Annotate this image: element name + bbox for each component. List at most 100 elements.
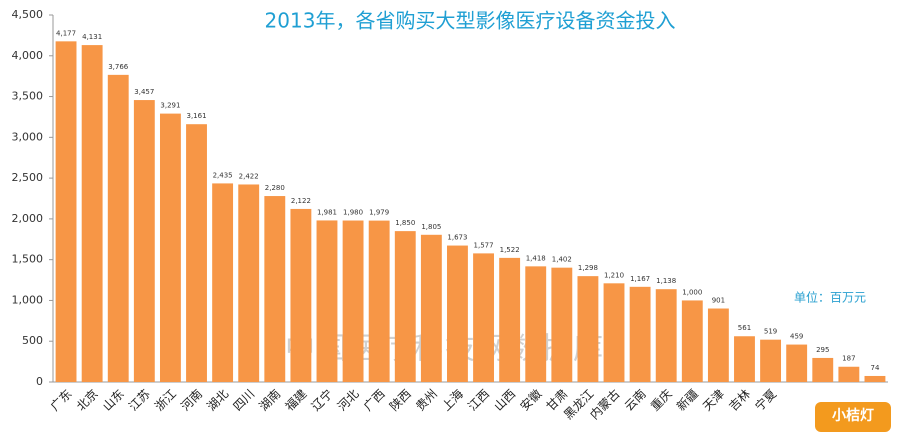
value-label: 3,766 [108,63,129,71]
bar [264,196,286,382]
bar [186,124,207,383]
x-tick-label: 陕西 [386,386,414,414]
bar [603,283,625,382]
bar [159,113,181,382]
unit-note: 单位：百万元 [794,290,866,305]
value-label: 1,577 [474,241,494,249]
watermark: 中国医疗科技网数据库 [285,332,605,367]
bar [734,336,755,382]
logo-box [815,402,891,432]
value-label: 1,167 [630,275,650,283]
y-tick-label: 1,000 [12,293,44,306]
y-tick-label: 500 [22,334,43,347]
x-tick-label: 河北 [335,387,362,414]
bar [499,257,521,382]
bar [525,266,547,382]
x-tick-label: 山西 [491,387,518,414]
bar [551,267,573,382]
chart-title: 2013年，各省购买大型影像医疗设备资金投入 [265,9,676,33]
value-label: 2,122 [291,197,311,205]
value-label: 1,979 [369,209,389,217]
value-label: 1,298 [578,264,598,272]
value-label: 561 [738,324,751,332]
value-label: 1,418 [526,254,546,262]
y-tick-label: 3,500 [12,90,44,103]
x-tick-label: 广西 [361,387,388,414]
value-label: 1,980 [343,209,363,217]
x-tick-label: 重庆 [648,387,675,414]
x-tick-label: 江苏 [126,387,153,414]
x-tick-label: 安徽 [517,386,545,414]
y-tick-label: 0 [36,375,43,388]
bar [368,220,390,382]
value-label: 1,000 [682,288,702,296]
bar [290,208,312,382]
value-label: 1,210 [604,271,624,279]
value-label: 3,291 [160,102,180,110]
value-label: 519 [764,328,777,336]
bar [447,245,468,382]
value-label: 2,422 [239,172,259,180]
bar [838,366,860,382]
value-label: 1,138 [656,277,676,285]
bar [864,375,886,382]
x-tick-label: 上海 [438,386,466,414]
bar [786,344,808,382]
bar [707,308,729,382]
bar [55,41,77,383]
x-tick-label: 湖北 [204,386,232,414]
value-label: 74 [870,364,879,372]
bar [212,183,234,382]
value-label: 1,850 [395,219,415,227]
x-tick-label: 辽宁 [308,386,336,414]
bar [812,357,834,382]
x-tick-label: 湖南 [256,386,284,414]
bar [107,74,129,382]
bar [316,220,338,382]
value-label: 295 [816,346,829,354]
value-label: 1,981 [317,208,337,216]
value-label: 1,673 [447,234,467,242]
x-tick-label: 江西 [465,387,492,414]
x-tick-label: 宁夏 [752,386,780,414]
value-label: 1,402 [552,256,572,264]
x-tick-label: 四川 [230,387,257,414]
bar [629,286,651,382]
y-tick-label: 1,500 [12,253,44,266]
x-tick-label: 广东 [48,387,75,414]
value-label: 901 [712,297,725,305]
value-label: 4,177 [56,29,76,37]
x-tick-label: 内蒙古 [587,386,623,422]
value-label: 1,805 [421,223,441,231]
x-tick-label: 新疆 [673,386,701,414]
x-tick-label: 山东 [100,387,127,414]
bar [342,220,364,382]
bar [81,45,103,383]
bar [760,339,782,382]
value-label: 2,435 [213,171,233,179]
value-label: 3,457 [134,88,154,96]
logo: 小桔灯 [832,407,874,424]
bar [577,276,599,382]
value-label: 1,522 [500,246,520,254]
bar [473,253,494,382]
x-tick-label: 天津 [700,387,727,414]
bar [655,289,677,382]
value-label: 3,161 [186,112,206,120]
value-label: 2,280 [265,184,285,192]
y-tick-label: 2,500 [12,171,44,184]
bar [238,184,260,382]
y-tick-label: 2,000 [12,212,44,225]
value-label: 187 [842,355,855,363]
y-tick-label: 4,500 [12,8,44,21]
value-label: 4,131 [82,33,102,41]
y-tick-label: 4,000 [12,49,44,62]
y-tick-label: 3,000 [12,130,44,143]
x-tick-label: 贵州 [413,387,440,414]
x-tick-label: 福建 [282,386,310,414]
bar [681,300,703,382]
x-tick-label: 河南 [178,386,206,414]
x-tick-label: 浙江 [152,387,179,414]
bar [420,234,442,382]
